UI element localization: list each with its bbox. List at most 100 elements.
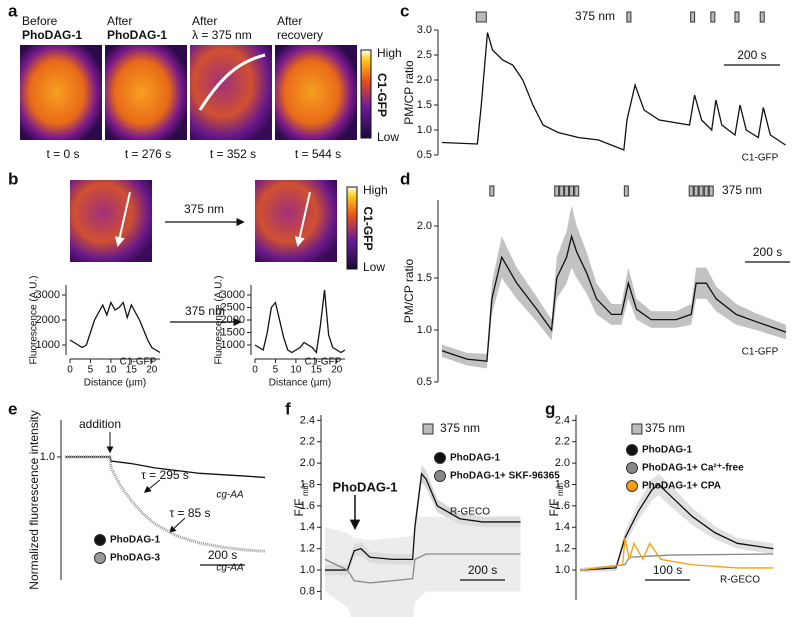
stimulus-label: 375 nm	[645, 421, 685, 435]
scale-bar-label: 200 s	[737, 48, 766, 62]
y-tick-label: 1.8	[300, 478, 315, 490]
annotation: τ = 295 s	[141, 468, 189, 482]
chart: 2.4 2.2 2.0 1.8 1.6 1.4 1.2 1.0 0.8 F/F min 375 nm 2…	[292, 414, 560, 617]
stimulus-label: 375 nm	[722, 183, 762, 197]
error-band	[325, 516, 521, 617]
chart: 2.4 2.2 2.0 1.8 1.6 1.4 1.2 1.0 F/F min 375 nm 100 …	[547, 414, 774, 600]
y-axis-label: PM/CP ratio	[402, 60, 416, 125]
legend-marker	[94, 552, 106, 564]
trace	[441, 32, 786, 151]
colorbar	[360, 49, 372, 139]
panel-a-images	[20, 45, 372, 140]
legend-marker	[626, 444, 638, 456]
y-tick-label: 2.4	[555, 414, 570, 426]
y-tick-label: 1.0	[417, 324, 432, 336]
y-tick-label: 1.6	[555, 500, 570, 512]
stimulus-label: 375 nm	[575, 9, 615, 23]
micrograph	[70, 180, 152, 262]
caption: PhoDAG-1	[22, 28, 82, 42]
scale-bar-label: 200 s	[208, 548, 237, 562]
stimulus	[475, 11, 487, 23]
y-tick-label: 1.0	[300, 564, 315, 576]
caption: recovery	[277, 28, 323, 42]
x-tick-label: 10	[105, 365, 117, 376]
caption: After	[277, 14, 302, 28]
panel-b-images	[70, 180, 358, 327]
annotation: C1-GFP	[742, 347, 779, 358]
stimulus	[559, 185, 565, 197]
micrograph	[190, 45, 272, 140]
panel-letter: g	[545, 399, 555, 418]
y-axis-label-sub: min	[556, 483, 565, 496]
legend-marker	[626, 462, 638, 474]
colorbar-low: Low	[377, 130, 399, 144]
legend-label: PhoDAG-1	[110, 535, 160, 546]
time-label: t = 352 s	[210, 147, 256, 161]
y-axis-label: Fluorescence (A.U.)	[214, 276, 225, 365]
colorbar-low: Low	[363, 260, 385, 274]
annotation: addition	[79, 417, 121, 431]
stimulus	[422, 423, 434, 435]
panel-letter: e	[8, 399, 17, 418]
x-tick-label: 15	[126, 365, 138, 376]
annotation: C1-GFP	[742, 153, 779, 164]
trace	[579, 483, 774, 571]
stimulus	[690, 11, 696, 23]
y-tick-label: 2.2	[300, 436, 315, 448]
y-tick-label: 2500	[221, 301, 245, 313]
trace	[441, 234, 787, 362]
panel-letter: a	[8, 1, 18, 20]
y-tick-label: 2.0	[417, 74, 432, 86]
y-tick-label: 1.6	[300, 500, 315, 512]
y-tick-label: 1.8	[555, 478, 570, 490]
y-tick-label: 2.0	[417, 220, 432, 232]
trace	[254, 289, 346, 355]
y-tick-label: 1.0	[40, 451, 55, 463]
y-tick-label: 2.0	[555, 457, 570, 469]
chart: 2.0 1.5 1.0 0.5 PM/CP ratio 375 nm 200 s C1-GFP	[402, 183, 790, 388]
y-tick-label: 3.0	[417, 24, 432, 36]
panel-letter: d	[400, 169, 410, 188]
y-tick-label: 2.0	[300, 457, 315, 469]
x-tick-label: 10	[290, 365, 302, 376]
y-tick-label: 1500	[221, 326, 245, 338]
y-axis-label: F/F	[547, 499, 561, 517]
stimulus	[688, 185, 694, 197]
panel-letter: f	[285, 399, 291, 418]
y-tick-label: 3000	[221, 289, 245, 301]
x-axis-label: Distance (µm)	[269, 378, 331, 389]
legend-label: PhoDAG-1+ Ca²⁺-free	[642, 463, 744, 474]
y-axis-label: F/F	[292, 499, 306, 517]
annotation: PhoDAG-1	[333, 479, 398, 494]
profile-arrow	[294, 191, 311, 247]
stimulus	[734, 11, 740, 23]
y-tick-label: 0.8	[300, 585, 315, 597]
y-tick-label: 1.4	[555, 521, 570, 533]
stimulus	[574, 185, 580, 197]
legend-marker	[94, 534, 106, 546]
scale-bar-label: 100 s	[653, 563, 682, 577]
micrograph	[105, 45, 187, 140]
y-axis-label: Normalized fluorescence intensity	[27, 410, 41, 589]
x-axis-label: Distance (µm)	[84, 378, 146, 389]
legend-label: PhoDAG-1+ SKF-96365	[450, 471, 560, 482]
chart: 1000 2000 3000 0 5 10 15 20 Fluorescence (A.U.) D…	[29, 276, 161, 389]
stimulus	[759, 11, 765, 23]
stimulus	[698, 185, 704, 197]
chart: 3.0 2.5 2.0 1.5 1.0 0.5 PM/CP ratio 375 nm 200 s…	[402, 9, 786, 164]
micrograph	[255, 180, 337, 262]
y-tick-label: 1.5	[417, 99, 432, 111]
trace	[65, 456, 266, 479]
annotation: C1-GFP	[120, 357, 157, 368]
y-tick-label: 2000	[36, 314, 60, 326]
annotation: R-GECO	[450, 507, 490, 518]
y-axis-label: Fluorescence (A.U.)	[29, 276, 40, 365]
stimulus	[693, 185, 699, 197]
y-tick-label: 2.5	[417, 49, 432, 61]
colorbar-label: C1-GFP	[375, 73, 389, 117]
y-tick-label: 2.4	[300, 414, 315, 426]
caption: After	[192, 14, 217, 28]
y-tick-label: 2.2	[555, 436, 570, 448]
